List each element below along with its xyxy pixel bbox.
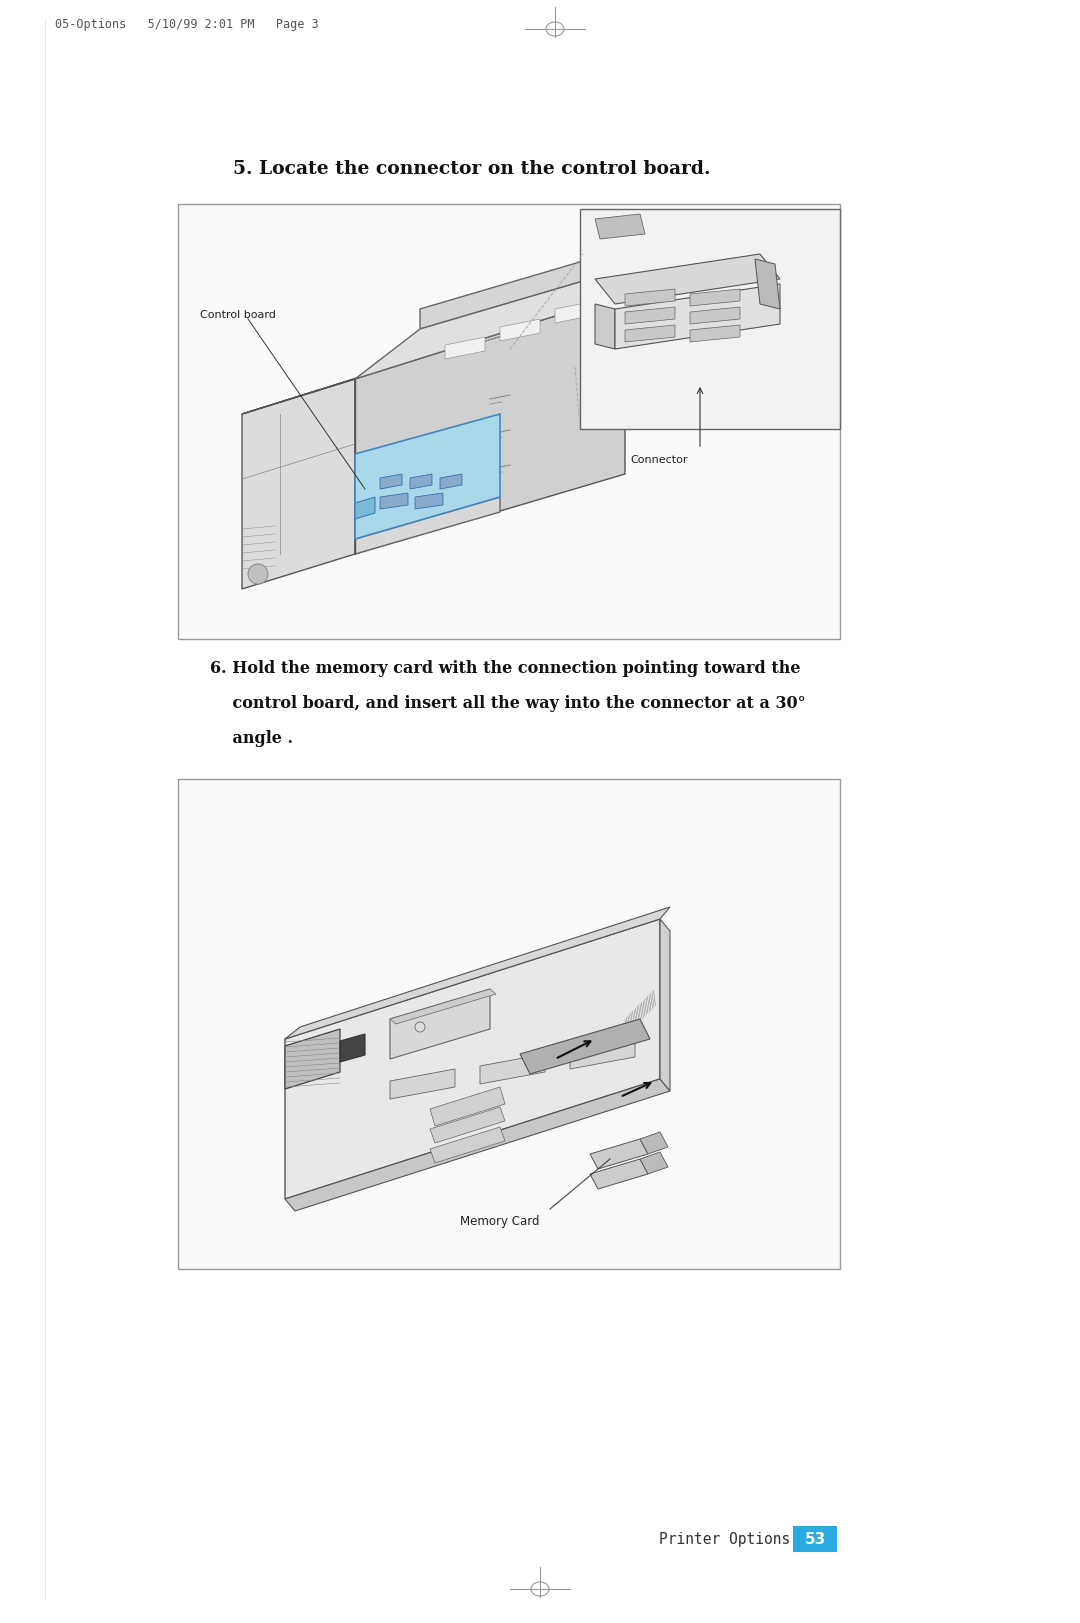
Text: angle .: angle . (210, 730, 293, 747)
Text: Connector: Connector (630, 454, 688, 464)
Polygon shape (390, 1070, 455, 1099)
Polygon shape (595, 214, 645, 240)
Polygon shape (355, 279, 625, 380)
Polygon shape (555, 302, 595, 325)
Polygon shape (460, 325, 540, 351)
Polygon shape (430, 1128, 505, 1164)
Bar (178, 779, 840, 1269)
Polygon shape (380, 474, 402, 490)
Polygon shape (480, 1055, 545, 1084)
Polygon shape (242, 295, 625, 415)
Polygon shape (625, 291, 675, 307)
Polygon shape (445, 338, 485, 360)
Polygon shape (340, 1034, 365, 1063)
Polygon shape (285, 907, 670, 1039)
Polygon shape (285, 920, 660, 1199)
Polygon shape (420, 260, 590, 329)
Polygon shape (415, 493, 443, 510)
Polygon shape (390, 990, 496, 1024)
Text: 5. Locate the connector on the control board.: 5. Locate the connector on the control b… (233, 161, 711, 179)
Polygon shape (285, 1029, 340, 1089)
Polygon shape (570, 1039, 635, 1070)
Text: control board, and insert all the way into the connector at a 30°: control board, and insert all the way in… (210, 695, 806, 711)
Polygon shape (615, 284, 780, 351)
Polygon shape (519, 1019, 650, 1074)
Polygon shape (380, 493, 408, 510)
Polygon shape (242, 380, 355, 589)
Polygon shape (590, 1159, 648, 1190)
Polygon shape (285, 1079, 670, 1211)
Polygon shape (355, 498, 375, 519)
Bar (580, 209, 840, 430)
Polygon shape (690, 308, 740, 325)
Polygon shape (640, 1133, 669, 1154)
Text: Control board: Control board (200, 310, 275, 320)
Circle shape (248, 565, 268, 584)
Polygon shape (755, 260, 780, 310)
Polygon shape (590, 378, 605, 385)
Polygon shape (590, 355, 620, 390)
Polygon shape (440, 474, 462, 490)
Text: 6. Hold the memory card with the connection pointing toward the: 6. Hold the memory card with the connect… (210, 659, 800, 677)
Polygon shape (355, 415, 500, 540)
Polygon shape (355, 295, 625, 555)
Text: Memory Card: Memory Card (460, 1214, 540, 1227)
Polygon shape (625, 308, 675, 325)
Polygon shape (660, 920, 670, 1091)
Polygon shape (590, 368, 605, 375)
Text: 53: 53 (805, 1532, 825, 1547)
Polygon shape (690, 291, 740, 307)
Polygon shape (690, 326, 740, 342)
Text: Printer Options: Printer Options (659, 1532, 789, 1547)
Text: 05-Options   5/10/99 2:01 PM   Page 3: 05-Options 5/10/99 2:01 PM Page 3 (55, 18, 319, 31)
Polygon shape (625, 326, 675, 342)
Polygon shape (590, 357, 605, 365)
Polygon shape (595, 255, 780, 305)
Polygon shape (500, 320, 540, 342)
Polygon shape (595, 305, 615, 351)
Polygon shape (430, 1107, 505, 1143)
Polygon shape (410, 474, 432, 490)
Polygon shape (430, 1087, 505, 1126)
Polygon shape (640, 1152, 669, 1175)
Polygon shape (355, 498, 500, 555)
Circle shape (415, 1022, 426, 1032)
Polygon shape (590, 1139, 648, 1169)
Polygon shape (390, 990, 490, 1060)
Bar (178, 204, 840, 639)
FancyBboxPatch shape (793, 1526, 837, 1552)
